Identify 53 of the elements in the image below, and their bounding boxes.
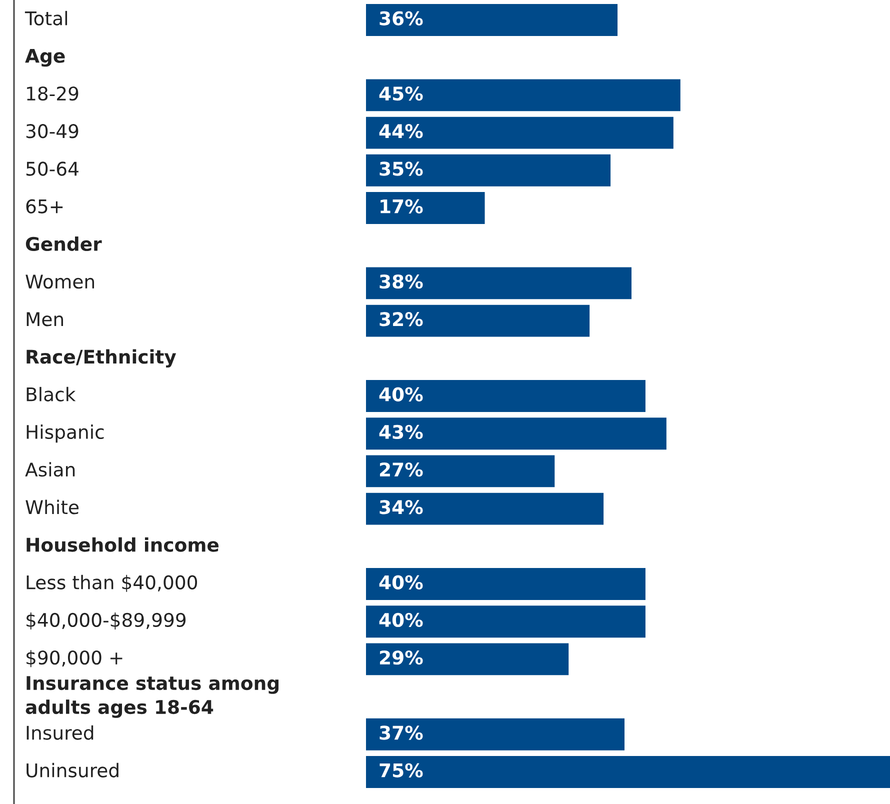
data-label: 40% xyxy=(379,575,423,590)
y-tick-label: Less than $40,000 xyxy=(26,574,198,592)
y-tick-label: Black xyxy=(26,386,76,402)
bar xyxy=(366,267,632,300)
y-tick-label: 18-29 xyxy=(27,86,78,101)
bar xyxy=(366,79,680,112)
bar xyxy=(366,192,485,224)
bar xyxy=(366,4,618,36)
data-label: 75% xyxy=(380,763,423,778)
bar xyxy=(366,380,646,412)
y-tick-label: Race/Ethnicity xyxy=(26,349,176,368)
bar xyxy=(366,568,646,600)
y-tick-label: 50-64 xyxy=(26,162,78,176)
bar xyxy=(366,643,569,676)
bar xyxy=(366,154,611,186)
y-tick-label: White xyxy=(26,500,79,514)
bar xyxy=(366,718,625,750)
data-label: 35% xyxy=(380,162,423,176)
bar xyxy=(366,492,604,525)
data-label: 34% xyxy=(380,500,423,514)
data-label: 40% xyxy=(379,612,423,628)
y-tick-label: 65+ xyxy=(26,199,63,214)
data-label: 44% xyxy=(379,124,423,138)
data-label: 38% xyxy=(380,274,423,289)
y-tick-label: $40,000-$89,999 xyxy=(26,612,186,630)
y-tick-label: 30-49 xyxy=(26,124,78,138)
y-tick-label: Women xyxy=(26,274,94,289)
y-tick-label: Household income xyxy=(26,537,219,552)
bar xyxy=(366,756,890,788)
data-label: 40% xyxy=(379,387,423,402)
data-label: 17% xyxy=(380,199,423,214)
y-tick-label: Hispanic xyxy=(26,424,104,443)
y-tick-label: Uninsured xyxy=(26,762,118,778)
y-tick-label: Asian xyxy=(25,462,75,477)
bar xyxy=(366,116,674,149)
y-tick-label: $90,000 + xyxy=(26,650,122,668)
data-label: 45% xyxy=(379,86,423,101)
data-label: 36% xyxy=(380,11,423,26)
data-label: 27% xyxy=(380,462,423,477)
y-tick-label: Men xyxy=(26,312,64,326)
data-label: 37% xyxy=(380,726,423,740)
data-label: 29% xyxy=(380,650,423,665)
bar xyxy=(366,304,590,337)
y-tick-label: Insured xyxy=(26,725,94,740)
y-tick-label: Gender xyxy=(26,236,102,252)
bar xyxy=(366,455,555,488)
y-tick-label: Total xyxy=(24,10,68,26)
y-tick-label: Age xyxy=(25,48,65,67)
bar xyxy=(366,606,646,638)
bar xyxy=(366,418,666,450)
data-label: 43% xyxy=(379,424,423,440)
data-label: 32% xyxy=(380,312,423,326)
y-tick-label: Insurance status among adults ages 18-64 xyxy=(26,676,278,718)
